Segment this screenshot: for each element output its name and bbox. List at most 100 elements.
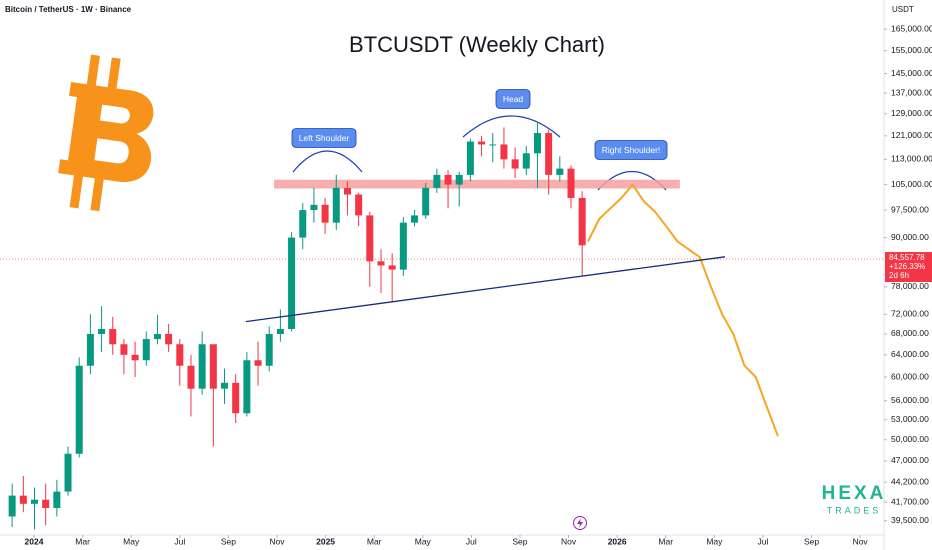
candle-body: [142, 339, 150, 361]
x-tick-label: Mar: [658, 536, 673, 546]
candle-body: [131, 354, 139, 361]
projection-line: [587, 183, 779, 437]
y-tick-label: 78,000.00: [891, 281, 929, 291]
candle-body: [332, 187, 340, 223]
chart-title: BTCUSDT (Weekly Chart): [349, 32, 605, 57]
candle-body: [533, 132, 541, 154]
candle-body: [276, 328, 284, 334]
y-tick-label: 137,000.00: [891, 87, 932, 97]
candle-body: [444, 174, 452, 185]
trend-line: [245, 256, 726, 323]
candle-body: [243, 360, 251, 414]
logo-subtext: TRADES: [827, 505, 882, 515]
candle-body: [567, 168, 575, 198]
x-tick-label: Nov: [561, 536, 577, 546]
y-tick-label: 165,000.00: [891, 23, 932, 33]
candle-body: [221, 382, 229, 389]
annotation-box: [495, 89, 531, 109]
candle-body: [489, 144, 497, 146]
logo-text: HEXA: [822, 483, 887, 504]
last-price-label: 84,557.78: [889, 253, 925, 262]
candle-body: [232, 382, 240, 414]
annotation-label: Right Shoulder!: [602, 145, 661, 155]
candle-body: [511, 159, 519, 169]
annotation-box: [291, 128, 357, 148]
candle-body: [310, 204, 318, 211]
bar-countdown: 2d 6h: [889, 271, 909, 280]
candle-body: [343, 187, 351, 195]
candle-body: [109, 328, 117, 345]
candle-body: [466, 141, 474, 175]
candle-body: [153, 333, 161, 340]
y-tick-label: 41,700.00: [891, 496, 929, 506]
candle-body: [98, 328, 106, 334]
y-tick-label: 105,000.00: [891, 179, 932, 189]
head-arc: [462, 115, 561, 138]
y-tick-label: 50,000.00: [891, 434, 929, 444]
y-tick-label: 60,000.00: [891, 371, 929, 381]
plot-area: 39,500.00 41,700.00 44,200.00 47,000.00 50,0…: [0, 23, 932, 546]
symbol-header: Bitcoin / TetherUS · 1W · Binance: [5, 5, 132, 14]
candle-body: [19, 495, 27, 504]
x-tick-label: Jul: [758, 536, 769, 546]
candle-body: [321, 204, 329, 223]
x-tick-label: Nov: [269, 536, 285, 546]
y-tick-label: 53,000.00: [891, 414, 929, 424]
candle-body: [254, 360, 262, 366]
candle-body: [288, 237, 296, 329]
candle-body: [556, 168, 564, 175]
candle-body: [388, 265, 396, 270]
candle-body: [545, 132, 553, 175]
candle-body: [53, 491, 61, 508]
x-tick-label: May: [415, 536, 432, 546]
y-tick-label: 90,000.00: [891, 232, 929, 242]
candle-body: [64, 453, 72, 492]
candle-body: [355, 194, 363, 216]
x-tick-label: Jul: [466, 536, 477, 546]
candle-body: [120, 344, 128, 355]
candle-body: [198, 344, 206, 389]
x-tick-label: Mar: [75, 536, 90, 546]
candle-body: [8, 495, 16, 517]
candle-body: [265, 333, 273, 366]
candle-body: [578, 197, 586, 246]
x-tick-label: 2025: [316, 536, 335, 546]
x-tick-label: May: [123, 536, 140, 546]
candle-body: [522, 153, 530, 169]
candle-body: [299, 210, 307, 238]
y-tick-label: 47,000.00: [891, 455, 929, 465]
x-tick-label: Jul: [174, 536, 185, 546]
candle-body: [86, 333, 94, 366]
axis-unit: USDT: [892, 5, 914, 14]
candle-body: [399, 222, 407, 270]
candle-body: [165, 333, 173, 345]
resistance-zone: [274, 179, 680, 189]
last-price-box: [885, 252, 932, 283]
candle-body: [42, 499, 50, 508]
y-tick-label: 155,000.00: [891, 45, 932, 55]
candle-body: [209, 344, 217, 389]
annotation-label: Left Shoulder: [299, 133, 350, 143]
event-icon: [573, 516, 587, 530]
x-tick-label: Sep: [512, 536, 527, 546]
candle-body: [455, 174, 463, 185]
x-tick-label: Mar: [367, 536, 382, 546]
y-tick-label: 121,000.00: [891, 130, 932, 140]
x-tick-label: Nov: [853, 536, 869, 546]
x-tick-label: 2024: [25, 536, 44, 546]
y-tick-label: 39,500.00: [891, 515, 929, 525]
x-tick-label: Sep: [221, 536, 236, 546]
x-tick-label: 2026: [608, 536, 627, 546]
candle-body: [411, 215, 419, 223]
y-tick-label: 64,000.00: [891, 349, 929, 359]
candle-body: [366, 215, 374, 262]
x-tick-label: Sep: [804, 536, 819, 546]
price-change: +126.33%: [889, 262, 925, 271]
candle-body: [478, 141, 486, 145]
y-tick-label: 44,200.00: [891, 476, 929, 486]
annotation-label: Head: [503, 94, 524, 104]
y-tick-label: 72,000.00: [891, 309, 929, 319]
candle-body: [500, 144, 508, 160]
candle-body: [377, 261, 385, 266]
